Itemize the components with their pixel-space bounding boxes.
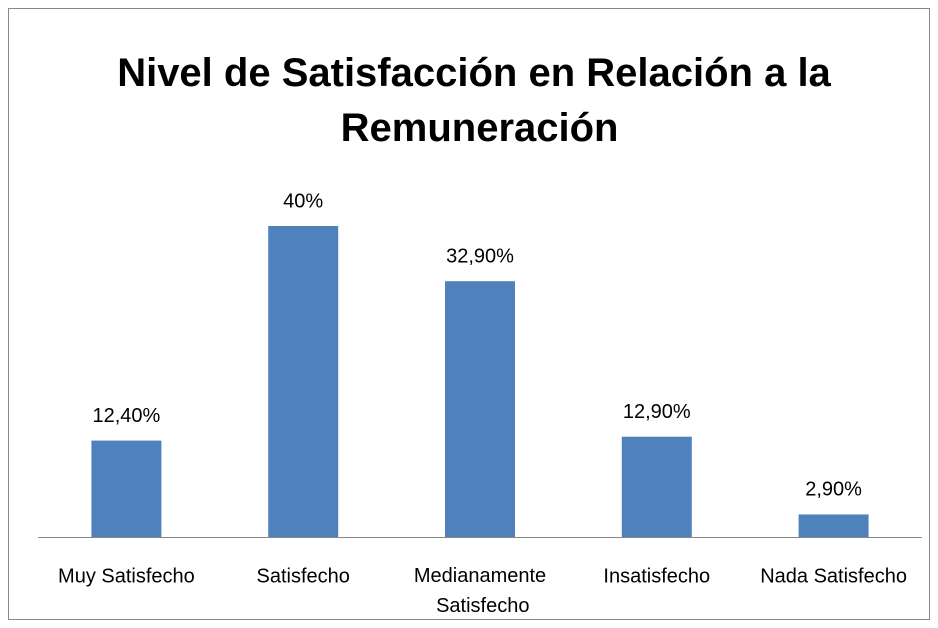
x-tick-label: Insatisfecho [603, 565, 710, 587]
x-tick-label: Muy Satisfecho [58, 565, 195, 587]
x-tick-label: Nada Satisfecho [760, 565, 907, 587]
bar [91, 440, 162, 537]
bar [268, 226, 339, 537]
data-label: 32,90% [446, 245, 514, 267]
x-tick-label: Medianamente Satisfecho [414, 565, 546, 617]
bar [798, 514, 869, 537]
data-label: 2,90% [805, 479, 862, 501]
chart-title: Nivel de Satisfacción en Relación a la R… [117, 51, 831, 150]
data-label: 40% [283, 190, 323, 212]
bar [621, 436, 692, 537]
data-label: 12,90% [623, 401, 691, 423]
bar [445, 281, 515, 537]
x-tick-label: Satisfecho [257, 565, 350, 587]
data-label: 12,40% [92, 405, 160, 427]
